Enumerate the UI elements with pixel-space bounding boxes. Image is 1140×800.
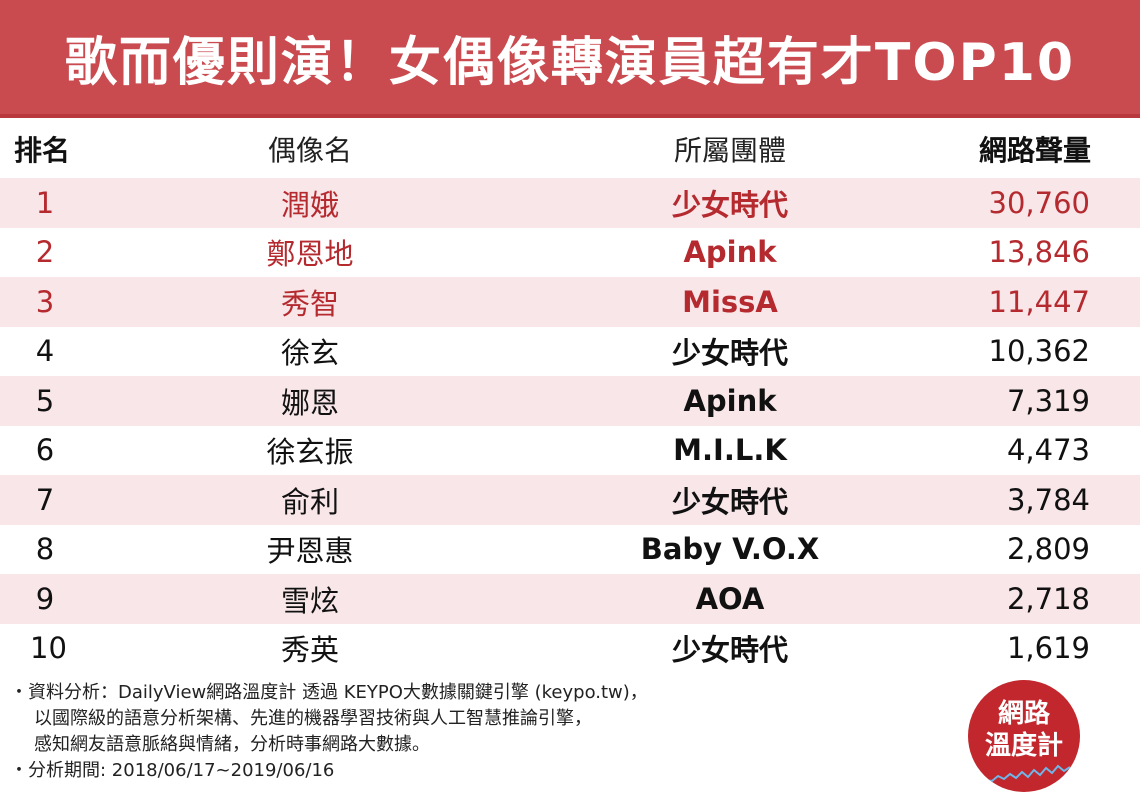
volume-cell: 7,319	[1006, 383, 1090, 418]
brand-logo: 網路 溫度計	[968, 680, 1080, 792]
footnote-description: 感知網友語意脈絡與情緒，分析時事網路大數據。	[34, 734, 430, 755]
name-cell: 徐玄振	[266, 435, 354, 470]
table-row: 2 鄭恩地 Apink 13,846	[0, 228, 1140, 278]
pulse-line-icon	[978, 764, 1070, 783]
volume-cell: 2,809	[1006, 532, 1090, 567]
group-cell: Baby V.O.X	[640, 532, 820, 567]
volume-cell: 1,619	[1006, 631, 1090, 666]
logo-text-top: 網路	[997, 699, 1050, 729]
table-row: 9 雪炫 AOA 2,718	[0, 574, 1140, 624]
name-cell: 雪炫	[280, 583, 339, 618]
name-cell: 鄭恩地	[266, 237, 354, 272]
table-row: 6 徐玄振 M.I.L.K 4,473	[0, 426, 1140, 476]
footnote-period: ・分析期間: 2018/06/17~2019/06/16	[10, 760, 335, 781]
name-cell: 秀英	[280, 633, 339, 668]
rank-cell: 4	[35, 334, 55, 369]
header-group: 所屬團體	[673, 134, 786, 167]
rank-cell: 10	[30, 631, 67, 666]
table-row: 3 秀智 MissA 11,447	[0, 277, 1140, 327]
rank-cell: 5	[35, 383, 55, 418]
page-title: 歌而優則演！女偶像轉演員超有才TOP10	[64, 32, 1076, 93]
table-row: 10 秀英 少女時代 1,619	[0, 624, 1140, 674]
volume-cell: 30,760	[988, 185, 1090, 220]
volume-cell: 4,473	[1006, 433, 1090, 468]
name-cell: 秀智	[280, 286, 339, 321]
rank-cell: 9	[35, 581, 55, 616]
volume-cell: 2,718	[1006, 581, 1090, 616]
volume-cell: 3,784	[1006, 482, 1090, 517]
table-row: 8 尹恩惠 Baby V.O.X 2,809	[0, 525, 1140, 575]
table-header-row: 排名 偶像名 所屬團體 網路聲量	[0, 120, 1140, 178]
header-rank: 排名	[14, 134, 71, 167]
group-cell: 少女時代	[671, 633, 788, 668]
group-cell: 少女時代	[671, 484, 788, 519]
title-banner: 歌而優則演！女偶像轉演員超有才TOP10	[0, 0, 1140, 118]
rank-cell: 7	[35, 482, 55, 517]
name-cell: 潤娥	[280, 187, 339, 222]
footnote-method: 以國際級的語意分析架構、先進的機器學習技術與人工智慧推論引擎，	[34, 708, 592, 729]
name-cell: 俞利	[280, 484, 339, 519]
group-cell: MissA	[682, 284, 778, 319]
table-row: 4 徐玄 少女時代 10,362	[0, 327, 1140, 377]
table-row: 1 潤娥 少女時代 30,760	[0, 178, 1140, 228]
volume-cell: 13,846	[988, 235, 1090, 270]
group-cell: Apink	[683, 235, 777, 270]
group-cell: AOA	[695, 581, 765, 616]
footnote-source: ・資料分析：DailyView網路溫度計 透過 KEYPO大數據關鍵引擎 (ke…	[10, 682, 648, 703]
table-row: 7 俞利 少女時代 3,784	[0, 475, 1140, 525]
logo-text-bottom: 溫度計	[984, 731, 1063, 761]
rank-cell: 1	[35, 185, 55, 220]
rank-cell: 6	[35, 433, 55, 468]
group-cell: Apink	[683, 383, 777, 418]
rank-cell: 3	[35, 284, 55, 319]
rank-cell: 2	[35, 235, 55, 270]
header-name: 偶像名	[267, 134, 352, 167]
name-cell: 娜恩	[280, 385, 339, 420]
ranking-table: 排名 偶像名 所屬團體 網路聲量 1 潤娥 少女時代 30,760 2 鄭恩地 …	[0, 120, 1140, 673]
name-cell: 徐玄	[280, 336, 339, 371]
volume-cell: 10,362	[988, 334, 1090, 369]
rank-cell: 8	[35, 532, 55, 567]
table-row: 5 娜恩 Apink 7,319	[0, 376, 1140, 426]
volume-cell: 11,447	[988, 284, 1090, 319]
group-cell: 少女時代	[671, 187, 788, 222]
name-cell: 尹恩惠	[266, 534, 354, 569]
header-volume: 網路聲量	[978, 134, 1091, 167]
footnote: ・資料分析：DailyView網路溫度計 透過 KEYPO大數據關鍵引擎 (ke…	[10, 680, 950, 784]
group-cell: 少女時代	[671, 336, 788, 371]
group-cell: M.I.L.K	[673, 433, 787, 468]
